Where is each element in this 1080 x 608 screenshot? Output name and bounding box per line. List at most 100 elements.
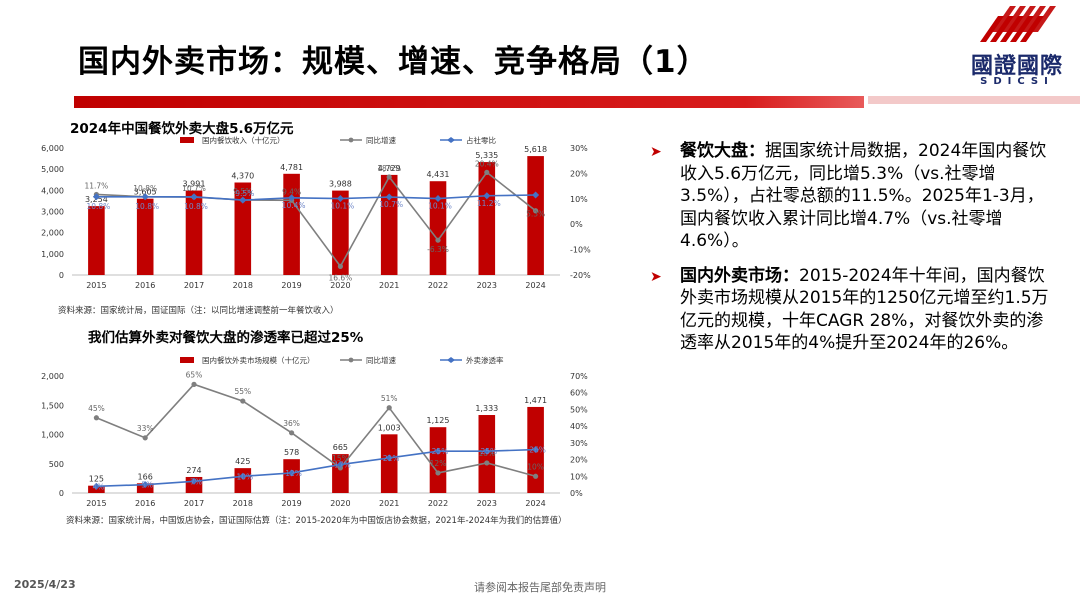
- bar: [234, 468, 252, 493]
- y-right-tick-label: -20%: [570, 271, 591, 280]
- y-left-tick-label: 6,000: [41, 144, 64, 153]
- x-tick-label: 2016: [135, 499, 155, 508]
- legend-label: 外卖渗透率: [466, 355, 504, 365]
- legend-label: 国内餐饮外卖市场规模（十亿元）: [202, 355, 315, 365]
- growth-value-label: 5.3%: [526, 210, 545, 219]
- growth-value-label: 55%: [234, 387, 251, 396]
- growth-point: [533, 208, 539, 214]
- x-tick-label: 2019: [281, 281, 301, 290]
- chart2-svg: 0 500 1,000 1,500 2,000 0% 10% 20% 30% 40% 50% 60% 7…: [41, 355, 588, 508]
- x-tick-label: 2018: [233, 281, 253, 290]
- bar: [478, 162, 496, 275]
- legend-swatch-bar: [180, 137, 194, 143]
- bullet-item: ➤ 国内外卖市场：2015-2024年十年间，国内餐饮外卖市场规模从2015年的…: [650, 265, 1050, 355]
- growth-value-label: 18.6%: [377, 164, 401, 173]
- growth-point: [240, 398, 246, 404]
- y-left-tick-label: 1,000: [41, 250, 64, 259]
- growth-line: [96, 171, 537, 268]
- legend-swatch-bar: [180, 357, 194, 363]
- ratio-value-label: 10.7%: [379, 200, 403, 209]
- y-right-tick-label: 10%: [570, 195, 588, 204]
- ratio-point: [288, 194, 296, 202]
- bar-value-label: 665: [333, 443, 348, 452]
- legend-label: 占社零比: [466, 135, 496, 145]
- ratio-point: [190, 193, 198, 201]
- bar: [429, 427, 447, 493]
- bar-value-label: 4,781: [280, 163, 303, 172]
- ratio-line: [96, 194, 536, 201]
- legend-marker: [447, 137, 455, 143]
- growth-value-label: 12%: [430, 459, 447, 468]
- y-left-tick-label: 2,000: [41, 229, 64, 238]
- growth-point: [337, 263, 343, 269]
- arrow-icon: ➤: [650, 268, 662, 285]
- x-tick-label: 2019: [281, 499, 301, 508]
- ratio-value-label: 5%: [141, 481, 153, 490]
- ratio-value-label: 4%: [92, 482, 104, 491]
- ratio-point: [385, 454, 393, 462]
- x-tick-label: 2015: [86, 499, 106, 508]
- logo-name: 國證國際: [970, 54, 1063, 79]
- growth-value-label: 51%: [381, 394, 398, 403]
- footer-date: 2025/4/23: [14, 578, 76, 591]
- footer-disclaimer: 请参阅本报告尾部免责声明: [474, 581, 606, 594]
- bar: [380, 434, 398, 493]
- growth-point: [435, 237, 441, 243]
- y-right-tick-label: 50%: [570, 405, 588, 414]
- growth-point: [142, 435, 148, 441]
- legend-label: 同比增速: [366, 355, 396, 365]
- ratio-point: [190, 477, 198, 485]
- bar: [136, 198, 154, 275]
- bar: [283, 173, 300, 275]
- y-right-tick-label: 0%: [570, 489, 583, 498]
- ratio-point: [141, 193, 149, 201]
- growth-value-label: 9.4%: [282, 187, 301, 196]
- ratio-value-label: 25%: [432, 447, 449, 456]
- y-left-tick-label: 1,000: [41, 431, 64, 440]
- ratio-value-label: 12%: [285, 469, 302, 478]
- bar-value-label: 166: [138, 472, 153, 481]
- bar-value-label: 274: [186, 466, 201, 475]
- ratio-value-label: 10.8%: [86, 202, 110, 211]
- y-right-tick-label: 20%: [570, 456, 588, 465]
- ratio-value-label: 10%: [236, 472, 253, 481]
- y-right-tick-label: 30%: [570, 439, 588, 448]
- ratio-point: [239, 196, 247, 204]
- title-underline: [74, 96, 864, 108]
- growth-point: [435, 470, 441, 476]
- growth-point: [386, 174, 392, 180]
- ratio-point: [336, 461, 344, 469]
- y-left-tick-label: 1,500: [41, 401, 64, 410]
- bar: [527, 156, 544, 275]
- growth-value-label: -6.3%: [427, 245, 449, 254]
- growth-line: [96, 383, 536, 478]
- legend-marker: [348, 357, 354, 363]
- y-right-tick-label: 0%: [570, 220, 583, 229]
- chart1-source: 资料来源：国家统计局，国证国际（注：以同比增速调整前一年餐饮收入）: [58, 306, 339, 316]
- growth-value-label: 10.8%: [133, 184, 157, 193]
- y-left-tick-label: 0: [59, 489, 64, 498]
- ratio-point: [92, 482, 100, 490]
- y-right-tick-label: 70%: [570, 372, 588, 381]
- ratio-value-label: 21%: [383, 454, 400, 463]
- y-left-tick-label: 2,000: [41, 372, 64, 381]
- bullet-head: 餐饮大盘：: [680, 141, 765, 161]
- bar-value-label: 4,431: [427, 170, 450, 179]
- growth-point: [386, 405, 392, 411]
- y-right-tick-label: -10%: [570, 246, 591, 255]
- arrow-icon: ➤: [650, 144, 662, 160]
- logo-icon: [980, 6, 1056, 42]
- x-tick-label: 2021: [379, 281, 399, 290]
- growth-point: [484, 169, 490, 175]
- bar-value-label: 3,988: [329, 180, 352, 189]
- growth-point: [533, 473, 539, 479]
- ratio-point: [483, 192, 491, 200]
- ratio-value-label: 26%: [529, 446, 546, 455]
- x-tick-label: 2018: [233, 499, 253, 508]
- bar-value-label: 5,618: [524, 145, 547, 154]
- x-tick-label: 2021: [379, 499, 399, 508]
- ratio-value-label: 10.1%: [428, 202, 452, 211]
- y-right-tick-label: 20%: [570, 169, 588, 178]
- legend-marker: [348, 137, 354, 143]
- bar: [88, 206, 105, 275]
